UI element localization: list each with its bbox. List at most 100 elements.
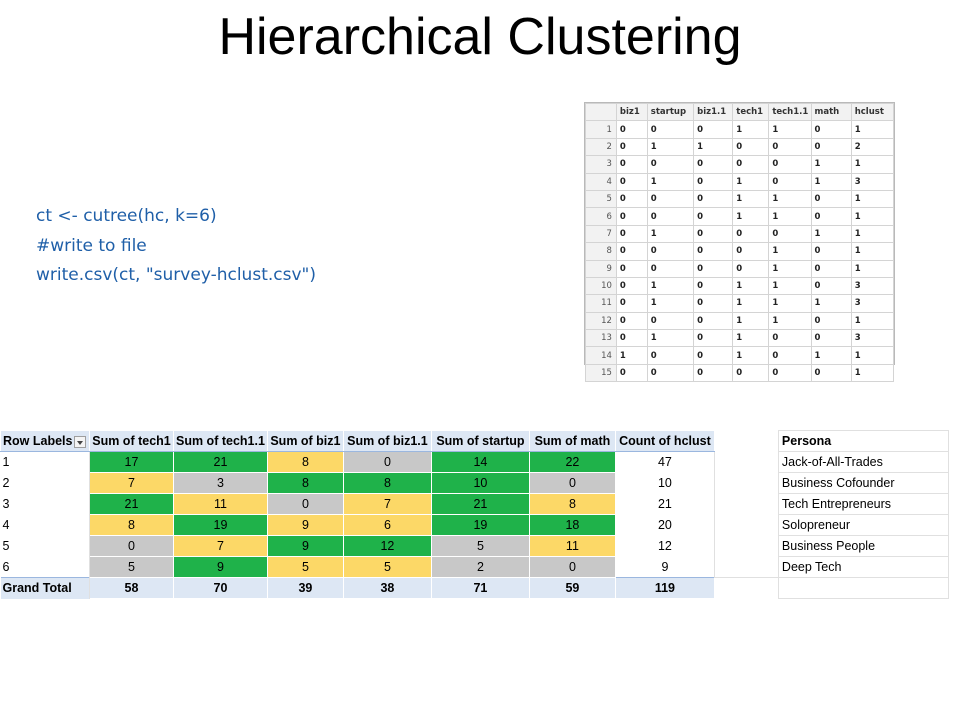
- pivot-row: 3 21 11 0 7 21 8 21 Tech Entrepreneurs: [0, 493, 949, 515]
- value-cell: 0: [342, 451, 432, 473]
- df-cell: 0: [810, 311, 852, 331]
- df-cell: 1: [646, 224, 695, 244]
- df-cell: 1: [850, 363, 895, 383]
- df-row-number: 3: [585, 155, 617, 174]
- df-cell: 1: [615, 346, 648, 365]
- value-cell: 19: [430, 514, 530, 536]
- empty-cell: [713, 472, 779, 494]
- df-cell: 1: [732, 189, 770, 209]
- value-cell: 5: [430, 535, 530, 557]
- df-cell: 0: [693, 155, 734, 174]
- value-cell: 18: [528, 514, 616, 536]
- df-cell: 1: [850, 207, 895, 226]
- df-cell: 0: [693, 224, 734, 244]
- df-cell: 0: [693, 242, 734, 261]
- df-row-number: 8: [585, 242, 617, 261]
- column-header: Sum of tech1.1: [173, 430, 268, 452]
- grand-total-cell: 58: [89, 577, 174, 599]
- value-cell: 0: [528, 472, 616, 494]
- df-cell: 1: [768, 259, 812, 278]
- df-row-number: 5: [585, 189, 617, 209]
- df-cell: 0: [615, 155, 648, 174]
- df-cell: 0: [646, 155, 695, 174]
- df-row-number: 6: [585, 207, 617, 226]
- df-cell: 0: [615, 294, 648, 313]
- df-column-header: biz1.1: [693, 102, 734, 122]
- pivot-table-region: Row Labels Sum of tech1 Sum of tech1.1 S…: [0, 430, 949, 599]
- df-cell: 0: [615, 242, 648, 261]
- df-cell: 0: [693, 363, 734, 383]
- value-cell: 12: [342, 535, 432, 557]
- df-cell: 1: [646, 276, 695, 296]
- df-cell: 1: [850, 259, 895, 278]
- df-column-header: startup: [646, 102, 695, 122]
- df-cell: 1: [768, 120, 812, 139]
- grand-total-count: 119: [614, 577, 715, 599]
- df-cell: 0: [646, 242, 695, 261]
- grand-total-cell: 39: [266, 577, 344, 599]
- df-row-number: 9: [585, 259, 617, 278]
- df-row-number: 4: [585, 172, 617, 191]
- value-cell: 0: [528, 556, 616, 578]
- df-row-number: 10: [585, 276, 617, 296]
- df-row-number: 11: [585, 294, 617, 313]
- df-cell: 1: [850, 346, 895, 365]
- df-row: 12 0 0 0 1 1 0 1: [585, 311, 895, 331]
- value-cell: 7: [342, 493, 432, 515]
- df-cell: 1: [732, 120, 770, 139]
- df-cell: 0: [693, 259, 734, 278]
- persona-header: Persona: [777, 430, 949, 452]
- row-label: 6: [0, 556, 90, 578]
- pivot-row: 2 7 3 8 8 10 0 10 Business Cofounder: [0, 472, 949, 494]
- df-cell: 0: [615, 363, 648, 383]
- persona-cell: Tech Entrepreneurs: [777, 493, 949, 515]
- column-header: Sum of tech1: [89, 430, 174, 452]
- df-row-number: 13: [585, 329, 617, 348]
- df-row-number: 1: [585, 120, 617, 139]
- df-cell: 0: [693, 276, 734, 296]
- value-cell: 21: [173, 451, 268, 473]
- df-cell: 0: [732, 259, 770, 278]
- df-cell: 0: [615, 189, 648, 209]
- value-cell: 5: [89, 556, 174, 578]
- df-cell: 1: [646, 172, 695, 191]
- df-cell: 0: [615, 207, 648, 226]
- df-column-header: hclust: [850, 102, 895, 122]
- value-cell: 7: [173, 535, 268, 557]
- df-cell: 0: [810, 363, 852, 383]
- df-cell: 0: [646, 363, 695, 383]
- df-cell: 0: [810, 259, 852, 278]
- value-cell: 17: [89, 451, 174, 473]
- df-cell: 0: [615, 276, 648, 296]
- df-cell: 0: [693, 311, 734, 331]
- count-cell: 47: [615, 451, 715, 473]
- df-column-header: [585, 102, 617, 122]
- value-cell: 5: [342, 556, 432, 578]
- empty-cell: [713, 556, 779, 578]
- pivot-table: Row Labels Sum of tech1 Sum of tech1.1 S…: [0, 430, 949, 599]
- code-line: #write to file: [36, 235, 147, 256]
- count-cell: 21: [615, 493, 715, 515]
- value-cell: 2: [430, 556, 530, 578]
- df-row-number: 15: [585, 363, 617, 383]
- filter-dropdown-icon[interactable]: [74, 435, 87, 448]
- df-cell: 0: [693, 346, 734, 365]
- df-cell: 3: [850, 276, 895, 296]
- value-cell: 3: [173, 472, 268, 494]
- grand-total-cell: 38: [342, 577, 432, 599]
- value-cell: 21: [89, 493, 174, 515]
- df-cell: 2: [850, 137, 895, 157]
- empty-cell: [713, 493, 779, 515]
- pivot-row: 5 0 7 9 12 5 11 12 Business People: [0, 535, 949, 557]
- df-cell: 1: [810, 172, 852, 191]
- value-cell: 5: [266, 556, 344, 578]
- df-column-header: tech1.1: [768, 102, 812, 122]
- df-cell: 1: [810, 294, 852, 313]
